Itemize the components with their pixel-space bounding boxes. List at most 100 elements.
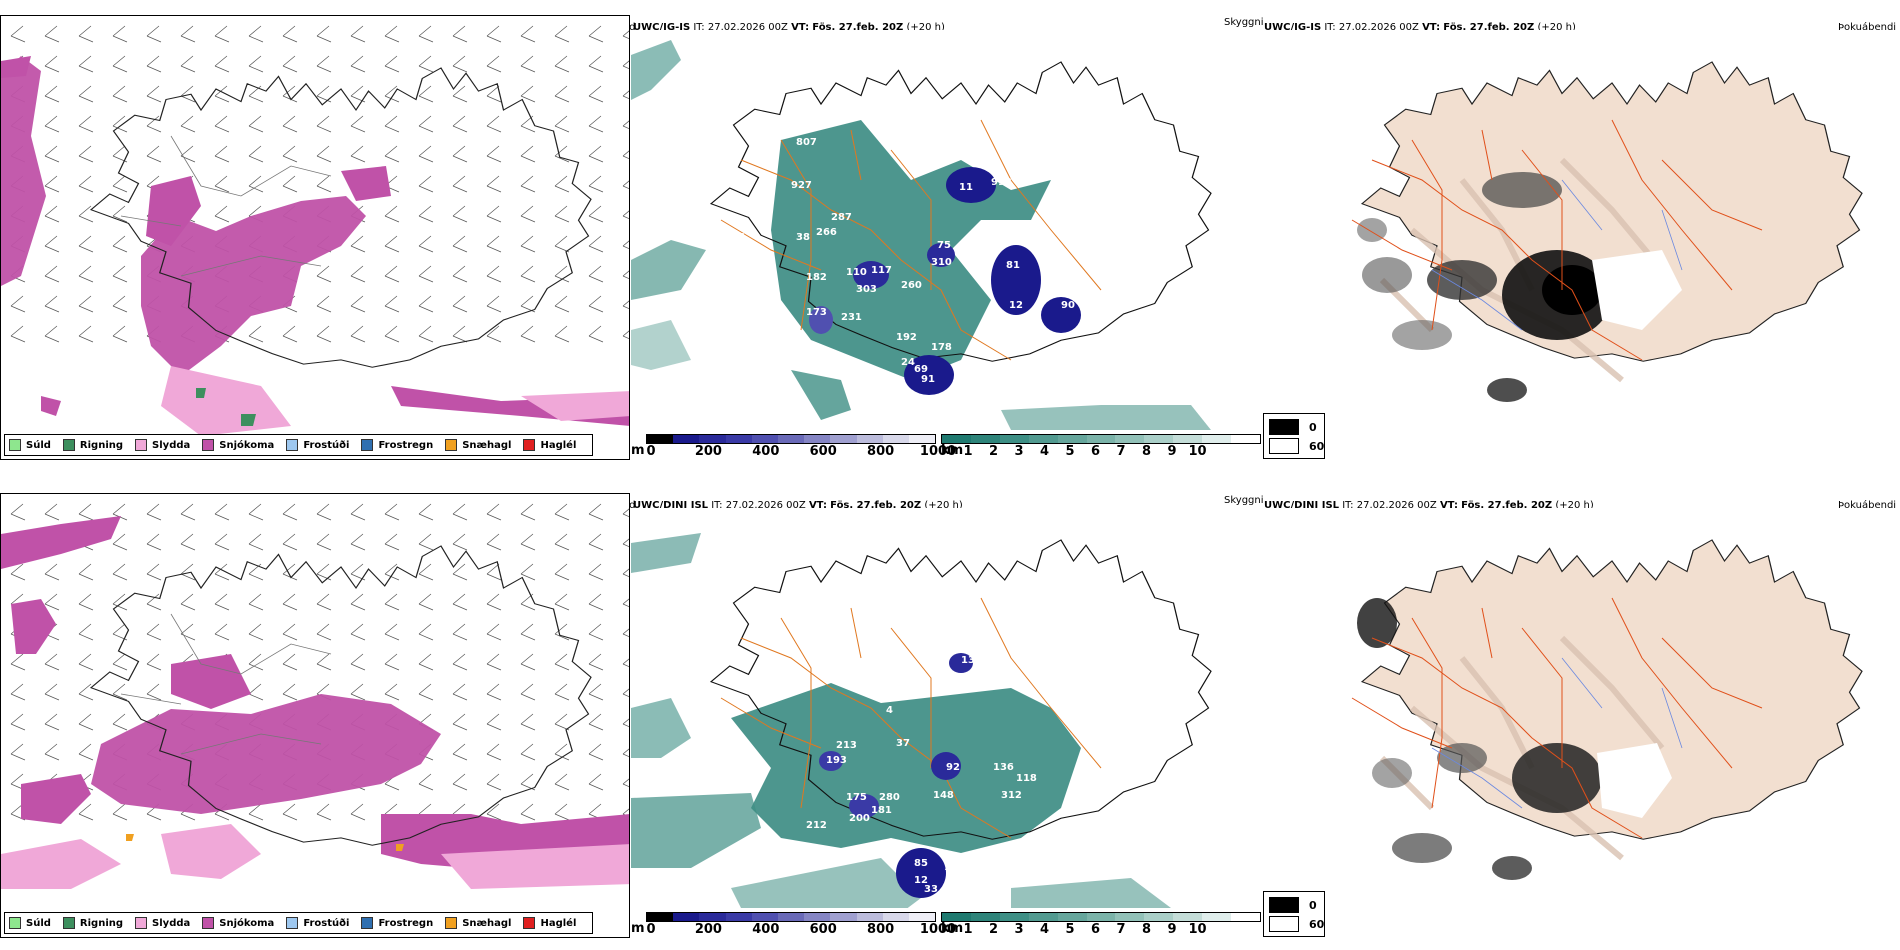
ceiling-height-label: 173 <box>806 307 827 318</box>
visibility-scale-tick: 10 <box>1188 444 1207 459</box>
ceiling-height-label: 260 <box>901 280 922 291</box>
ceiling-height-label: 85 <box>914 858 928 869</box>
legend-swatch <box>62 917 75 929</box>
ceiling-unit: m <box>631 443 645 458</box>
precip-type-map-svg <box>1 494 629 937</box>
valid-time: Fös. 27.feb. 20Z <box>1443 22 1535 33</box>
visibility-scale-bin <box>1202 913 1232 921</box>
visibility-scale-tick: 4 <box>1039 444 1050 459</box>
ceiling-scale-tick: 400 <box>752 922 780 937</box>
visibility-ceiling-map: 807 927 287 266 38 182 110 117 303 260 310 75 11 993 8… <box>631 30 1261 450</box>
model-name: UWC/IG-IS <box>633 22 691 33</box>
ceiling-height-label: 6 <box>736 700 743 711</box>
ceiling-scale-tick: 400 <box>752 444 780 459</box>
lead-time: (+20 h) <box>924 500 963 511</box>
legend-swatch <box>445 917 458 929</box>
ceiling-scale-bin <box>804 435 831 443</box>
legend-item-precip: Snjókoma <box>202 917 274 929</box>
visibility-scale-tick: 8 <box>1141 922 1152 937</box>
ceiling-height-label: 175 <box>846 792 867 803</box>
run-header: UWC/DINI ISL IT: 27.02.2026 00Z VT: Fös.… <box>633 500 963 511</box>
visibility-scale-tick: 8 <box>1141 444 1152 459</box>
visibility-scale-tick: 1 <box>963 922 973 937</box>
ceiling-height-label: 64 <box>934 893 948 904</box>
ceiling-scale-tick: 200 <box>694 922 722 937</box>
ceiling-scale-bin <box>777 435 805 443</box>
legend-item-precip: Haglél <box>523 439 576 451</box>
visibility-ceiling-map-svg: 807 927 287 266 38 182 110 117 303 260 310 75 11 993 8… <box>631 30 1261 430</box>
fog-legend-row: 60 <box>1269 438 1324 454</box>
ceiling-scale-bin <box>647 435 674 443</box>
ceiling-height-label: 13 <box>961 655 975 666</box>
ceiling-scale-bin <box>725 913 752 921</box>
fog-legend-swatch <box>1269 916 1299 932</box>
visibility-scale-bin <box>1202 435 1232 443</box>
visibility-scale-tick: 7 <box>1116 922 1126 937</box>
precip-type-map: Súld Rigning Slydda Snjókoma Frostúði Frostre… <box>0 493 630 938</box>
legend-item-precip: Súld <box>9 439 51 451</box>
visibility-scale-bin <box>1231 435 1260 443</box>
visibility-scale-bin <box>1057 913 1087 921</box>
visibility-ceiling-map: 213 193 37 175 280 181 200 212 148 92 136 118 312 13 8… <box>631 508 1261 928</box>
fog-legend-swatch <box>1269 438 1299 454</box>
visibility-scale-bin <box>942 913 971 921</box>
visibility-scale-tick: 1 <box>963 444 973 459</box>
ceiling-height-label: 18 <box>944 862 958 873</box>
visibility-scale-tick: 6 <box>1090 444 1101 459</box>
panel-title-visibility: Skyggni <box>1224 495 1264 506</box>
ceiling-scale-bin <box>856 913 883 921</box>
ceiling-height-label: 993 <box>991 177 1012 188</box>
legend-swatch <box>523 917 536 929</box>
valid-time: Fös. 27.feb. 20Z <box>812 22 904 33</box>
legend-swatch <box>361 917 374 929</box>
ceiling-height-label: 92 <box>946 762 960 773</box>
ceiling-height-label: 231 <box>841 312 862 323</box>
ceiling-scale-tick: 0 <box>646 922 656 937</box>
visibility-scale-bin <box>970 913 1000 921</box>
ceiling-scale-bin <box>804 913 831 921</box>
ceiling-height-label: 75 <box>937 240 951 251</box>
ceiling-scale-tick: 600 <box>809 444 837 459</box>
ceiling-height-label: 192 <box>896 332 917 343</box>
ceiling-height-label: 212 <box>806 820 827 831</box>
valid-time: Fös. 27.feb. 20Z <box>830 500 922 511</box>
visibility-colorbar: km 1 2 3 4 5 6 7 8 9 10 <box>941 912 1261 937</box>
ceiling-scale-bin <box>725 435 752 443</box>
legend-swatch <box>135 439 148 451</box>
fog-legend-swatch <box>1269 897 1299 913</box>
legend-item-precip: Snjókoma <box>202 439 274 451</box>
forecast-row-ig-is: UWC/IG-IS IT: 27.02.2026 00Z VT: Fös. 27… <box>0 0 1900 470</box>
ceiling-scale-tick: 200 <box>694 444 722 459</box>
precip-type-map: Súld Rigning Slydda Snjókoma Frostúði Frostre… <box>0 15 630 460</box>
ceiling-scale-tick: 1000 <box>919 922 957 937</box>
ceiling-scale-tick: 1000 <box>919 444 957 459</box>
visibility-scale-bin <box>1028 913 1058 921</box>
legend-item-precip: Frostúði <box>286 917 349 929</box>
precip-type-legend: Súld Rigning Slydda Snjókoma Frostúði Frostre… <box>4 912 594 934</box>
ceiling-height-label: 287 <box>831 212 852 223</box>
ceiling-height-label: 312 <box>1001 790 1022 801</box>
visibility-scale-bin <box>1115 913 1145 921</box>
ceiling-height-label: 182 <box>806 272 827 283</box>
ceiling-height-label: 11 <box>959 182 973 193</box>
init-time: 27.02.2026 00Z <box>725 500 806 511</box>
legend-item-precip: Rigning <box>62 917 123 929</box>
legend-swatch <box>202 439 215 451</box>
ceiling-scale-bin <box>908 913 936 921</box>
legend-item-precip: Snæhagl <box>445 439 511 451</box>
ceiling-height-label: 37 <box>896 738 910 749</box>
ceiling-height-label: 56 <box>731 232 745 243</box>
visibility-unit: km <box>941 921 964 936</box>
ceiling-height-label: 266 <box>816 227 837 238</box>
ceiling-height-label: 12 <box>1009 300 1023 311</box>
legend-item-precip: Slydda <box>135 439 190 451</box>
run-header: UWC/DINI ISL IT: 27.02.2026 00Z VT: Fös.… <box>1264 500 1594 511</box>
visibility-scale-bin <box>1144 913 1174 921</box>
visibility-scale-bin <box>1231 913 1260 921</box>
legend-swatch <box>9 439 21 451</box>
lead-time: (+20 h) <box>1537 22 1576 33</box>
fog-index-legend: 0 60 <box>1263 891 1325 937</box>
visibility-scale-tick: 2 <box>988 922 999 937</box>
ceiling-scale-bin <box>673 435 700 443</box>
visibility-scale-bin <box>999 435 1029 443</box>
